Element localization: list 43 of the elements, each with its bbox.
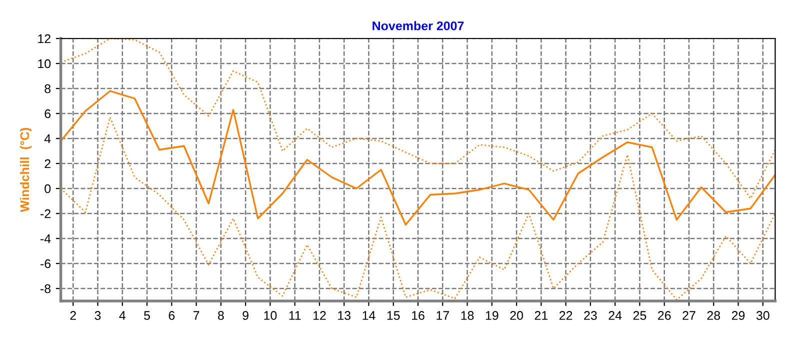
y-tick-label: -4 — [40, 234, 51, 244]
y-tick-label: -6 — [40, 259, 51, 268]
x-tick-label: 22 — [559, 311, 572, 320]
x-tick-label: 11 — [289, 311, 301, 320]
x-tick-label: 7 — [193, 311, 200, 320]
x-tick-label: 6 — [168, 311, 175, 320]
y-tick-label: -8 — [40, 284, 51, 294]
y-tick-label: 10 — [38, 59, 51, 68]
x-tick-label: 18 — [461, 311, 474, 320]
x-tick-label: 20 — [510, 311, 523, 320]
x-tick-label: 15 — [387, 311, 400, 320]
x-tick-label: 12 — [313, 311, 326, 320]
y-axis-title: Windchill (°C) — [20, 128, 32, 212]
y-tick-label: 8 — [44, 84, 51, 94]
y-tick-label: 12 — [38, 34, 50, 44]
y-tick-label: 6 — [44, 109, 51, 118]
y-tick-label: 2 — [44, 159, 50, 168]
y-tick-label: -2 — [40, 209, 50, 218]
x-tick-label: 29 — [732, 311, 745, 320]
x-tick-label: 10 — [264, 311, 277, 320]
x-tick-label: 23 — [584, 311, 597, 320]
x-tick-label: 5 — [144, 311, 150, 320]
x-tick-label: 25 — [633, 311, 646, 320]
x-tick-label: 26 — [658, 311, 671, 320]
x-tick-label: 3 — [94, 311, 101, 320]
x-tick-label: 27 — [682, 311, 696, 320]
x-tick-label: 13 — [338, 311, 350, 320]
x-tick-label: 4 — [119, 311, 126, 320]
x-tick-label: 16 — [412, 311, 424, 320]
x-tick-label: 21 — [534, 311, 548, 320]
x-tick-label: 30 — [756, 311, 770, 320]
x-tick-label: 24 — [608, 311, 622, 320]
x-tick-label: 8 — [218, 311, 224, 320]
x-tick-label: 2 — [70, 311, 76, 320]
x-tick-label: 14 — [362, 311, 376, 320]
x-tick-label: 19 — [486, 311, 498, 320]
chart-title: November 2007 — [372, 21, 464, 30]
x-tick-label: 28 — [707, 311, 720, 320]
y-tick-label: 4 — [44, 134, 51, 144]
line-series — [60, 90, 776, 226]
x-tick-label: 17 — [436, 311, 449, 320]
x-tick-label: 9 — [242, 311, 248, 320]
y-tick-label: 0 — [44, 184, 51, 194]
